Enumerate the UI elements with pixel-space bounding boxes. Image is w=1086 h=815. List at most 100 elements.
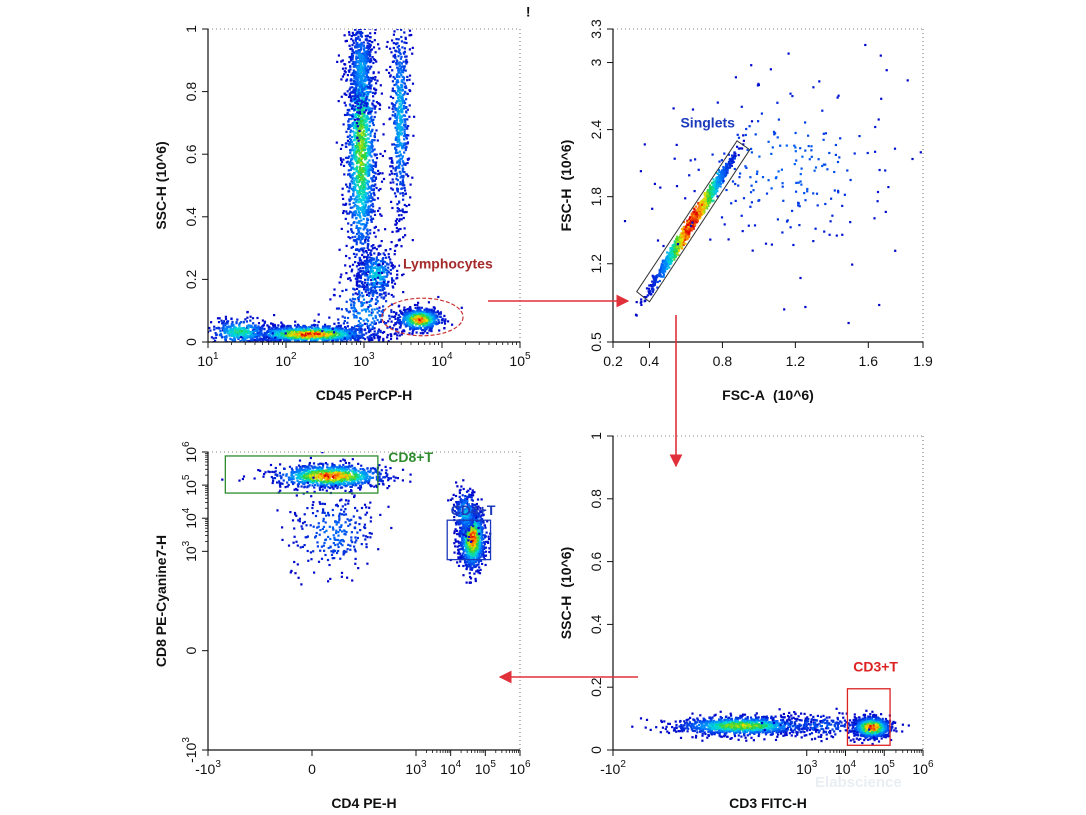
event-dot: [359, 239, 362, 242]
event-dot: [360, 145, 364, 148]
event-dot: [363, 104, 366, 107]
event-dot: [363, 145, 367, 148]
event-dot: [401, 180, 405, 183]
event-dot: [222, 326, 225, 329]
event-dot: [392, 46, 395, 50]
event-dot: [407, 125, 410, 128]
event-dot: [364, 124, 367, 127]
event-dot: [307, 330, 310, 333]
event-dot: [356, 44, 359, 48]
event-dot: [391, 89, 394, 92]
event-dot: [361, 343, 363, 345]
event-dot: [375, 82, 378, 85]
event-dot: [278, 339, 281, 342]
event-dot: [398, 159, 401, 162]
event-dot: [387, 292, 390, 295]
event-dot: [399, 176, 402, 179]
event-dot: [404, 36, 407, 39]
event-dot: [364, 173, 367, 176]
event-dot: [364, 72, 367, 75]
event-dot: [368, 36, 372, 39]
event-dot: [289, 332, 292, 335]
event-dot: [280, 345, 282, 347]
event-dot: [260, 327, 263, 330]
event-dot: [354, 93, 357, 96]
event-dot: [302, 351, 304, 353]
event-dot: [398, 64, 401, 68]
event-dot: [217, 326, 220, 329]
event-dot: [353, 94, 356, 97]
event-dot: [372, 205, 375, 208]
event-dot: [404, 125, 407, 128]
event-dot: [350, 163, 353, 166]
event-dot: [406, 142, 409, 145]
event-dot: [405, 316, 408, 319]
event-dot: [355, 265, 359, 268]
event-dot: [271, 332, 274, 335]
event-dot: [385, 68, 388, 72]
event-dot: [403, 31, 406, 34]
event-dot: [377, 274, 380, 277]
event-dot: [348, 163, 351, 166]
event-dot: [347, 344, 349, 346]
event-dot: [356, 10, 358, 12]
event-dot: [362, 337, 365, 340]
event-dot: [364, 178, 367, 181]
event-dot: [396, 110, 399, 113]
event-dot: [387, 271, 390, 274]
event-dot: [364, 267, 367, 270]
event-dot: [411, 324, 414, 327]
event-dot: [352, 151, 356, 154]
event-dot: [366, 126, 369, 129]
event-dot: [394, 116, 397, 119]
event-dot: [349, 91, 352, 95]
event-dot: [360, 140, 363, 143]
event-dot: [359, 121, 362, 124]
event-dot: [399, 95, 402, 98]
event-dot: [345, 337, 348, 340]
event-dot: [408, 203, 411, 206]
event-dot: [366, 68, 370, 71]
event-dot: [357, 101, 360, 104]
event-dot: [402, 329, 405, 332]
event-dot: [350, 230, 353, 233]
event-dot: [408, 316, 411, 319]
event-dot: [361, 202, 364, 205]
event-dot: [368, 55, 371, 58]
event-dot: [364, 102, 367, 105]
event-dot: [359, 159, 363, 162]
event-dot: [395, 177, 398, 180]
event-dot: [363, 214, 367, 218]
event-dot: [460, 306, 463, 309]
event-dot: [233, 334, 236, 337]
event-dot: [394, 49, 397, 52]
event-dot: [359, 49, 362, 52]
event-dot: [367, 71, 370, 74]
event-dot: [365, 301, 368, 304]
event-dot: [404, 118, 407, 121]
event-dot: [397, 55, 400, 58]
event-dot: [349, 176, 352, 179]
event-dot: [298, 335, 301, 338]
event-dot: [355, 77, 358, 81]
event-dot: [371, 167, 375, 171]
event-dot: [383, 150, 387, 153]
event-dot: [277, 328, 280, 331]
event-dot: [409, 183, 412, 186]
event-dot: [398, 326, 401, 329]
event-dot: [365, 251, 368, 254]
event-dot: [270, 330, 273, 333]
event-dot: [343, 34, 346, 37]
event-dot: [249, 335, 252, 338]
event-dot: [363, 111, 366, 114]
event-dot: [406, 92, 409, 95]
event-dot: [359, 215, 362, 218]
event-dot: [243, 333, 246, 336]
event-dot: [379, 213, 382, 216]
event-dot: [377, 266, 380, 269]
event-dot: [320, 337, 323, 340]
event-dot: [355, 232, 359, 236]
event-dot: [338, 334, 341, 337]
event-dot: [403, 41, 406, 44]
event-dot: [370, 147, 373, 150]
